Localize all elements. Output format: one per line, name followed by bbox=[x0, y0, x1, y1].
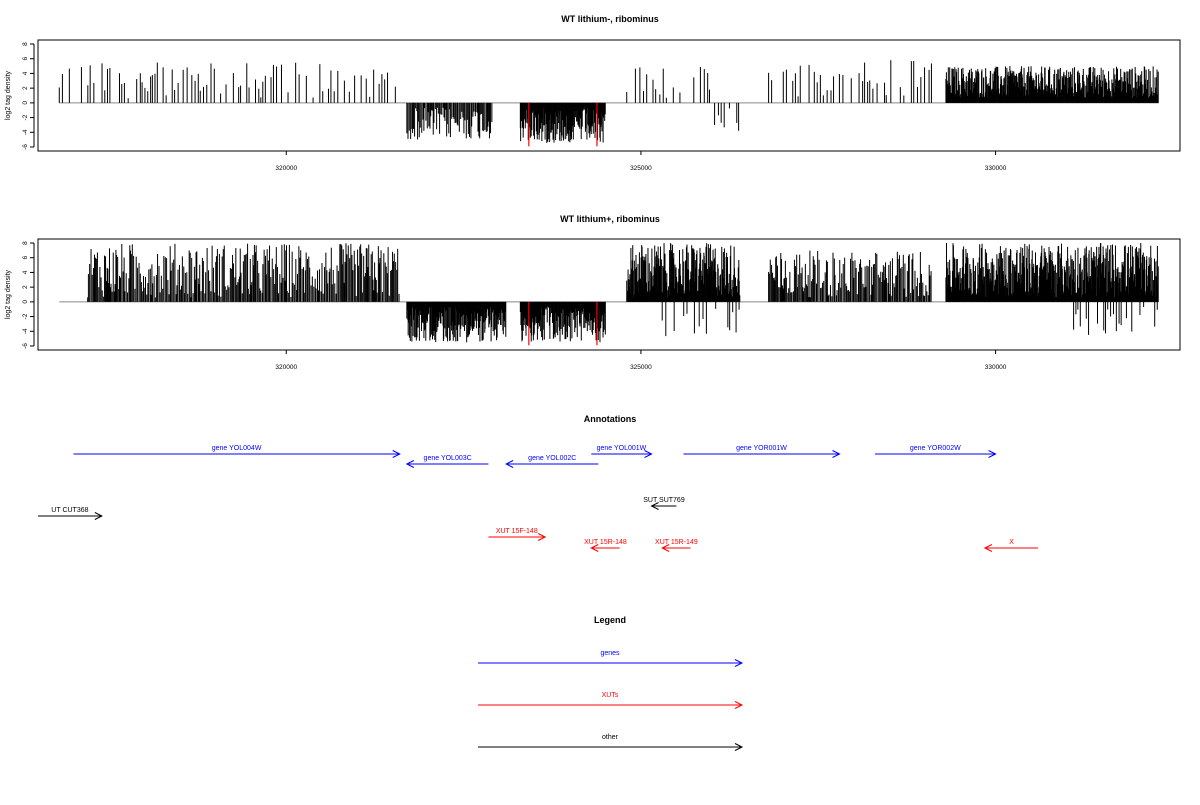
y-axis-label: log2 tag density bbox=[5, 269, 12, 319]
annotation-arrowhead bbox=[94, 512, 103, 520]
annotation-arrowhead bbox=[505, 460, 514, 468]
annotations-title: Annotations bbox=[584, 414, 637, 424]
y-tick-label: 4 bbox=[22, 270, 29, 274]
y-tick-label: 0 bbox=[22, 101, 29, 105]
annotation-arrowhead bbox=[983, 544, 993, 552]
x-tick-label: 320000 bbox=[275, 165, 297, 172]
y-tick-label: 2 bbox=[22, 86, 29, 90]
y-tick-label: 4 bbox=[22, 71, 29, 75]
annotation-label: XUT 15R-148 bbox=[584, 539, 627, 546]
y-tick-label: 6 bbox=[22, 57, 29, 61]
legend-swatch-arrowhead bbox=[734, 743, 744, 751]
x-tick-label: 325000 bbox=[630, 165, 652, 172]
annotation-arrowhead bbox=[650, 502, 659, 510]
legend-label: XUTs bbox=[602, 692, 619, 699]
x-tick-label: 320000 bbox=[275, 364, 297, 371]
annotation-arrowhead bbox=[832, 450, 841, 458]
annotation-arrowhead bbox=[988, 450, 997, 458]
plot-frame bbox=[37, 238, 1181, 351]
annotations-panel: Annotations gene YOL004W gene YOL003C gene … bbox=[38, 414, 1039, 552]
annotation-label: gene YOL001W bbox=[597, 445, 647, 452]
annotation-arrowhead bbox=[405, 460, 415, 468]
legend-title: Legend bbox=[594, 615, 626, 625]
y-tick-label: -2 bbox=[22, 313, 29, 319]
annotation-label: X bbox=[1009, 539, 1014, 546]
legend-swatch-arrowhead bbox=[734, 659, 744, 667]
y-tick-label: -4 bbox=[22, 129, 29, 135]
chart-title: WT lithium+, ribominus bbox=[560, 214, 660, 224]
annotation-arrowhead bbox=[644, 450, 653, 458]
legend-label: genes bbox=[600, 650, 620, 657]
y-tick-label: 6 bbox=[22, 256, 29, 260]
y-axis-label: log2 tag density bbox=[5, 70, 12, 120]
annotation-arrowhead bbox=[590, 544, 599, 552]
y-tick-label: 0 bbox=[22, 300, 29, 304]
y-tick-label: -4 bbox=[22, 328, 29, 334]
annotation-label: SUT SUT769 bbox=[643, 497, 685, 504]
y-tick-label: -6 bbox=[22, 343, 29, 349]
legend-swatch-arrowhead bbox=[734, 701, 744, 709]
x-tick-label: 325000 bbox=[630, 364, 652, 371]
annotation-arrowhead bbox=[537, 533, 547, 541]
track-panel-lithium-minus: WT lithium-, ribominus -6 -4 -2 0 2 4 6 8 log2 ta… bbox=[5, 14, 1181, 172]
y-tick-label: 8 bbox=[22, 42, 29, 46]
legend-panel: Legend genes XUTs other bbox=[478, 615, 744, 751]
y-tick-label: -2 bbox=[22, 114, 29, 120]
plot-frame bbox=[37, 39, 1181, 152]
y-tick-label: -6 bbox=[22, 144, 29, 150]
annotation-label: XUT 15R-149 bbox=[655, 539, 698, 546]
annotation-label: gene YOL004W bbox=[212, 445, 262, 452]
x-tick-label: 330000 bbox=[985, 364, 1007, 371]
annotation-label: XUT 15F-148 bbox=[496, 528, 538, 535]
annotation-label: gene YOR002W bbox=[910, 445, 961, 452]
chart-title: WT lithium-, ribominus bbox=[561, 14, 659, 24]
x-tick-label: 330000 bbox=[985, 165, 1007, 172]
annotation-label: gene YOL002C bbox=[528, 455, 576, 462]
annotation-label: UT CUT368 bbox=[51, 507, 88, 514]
annotation-label: gene YOL003C bbox=[424, 455, 472, 462]
y-tick-label: 2 bbox=[22, 285, 29, 289]
annotation-label: gene YOR001W bbox=[736, 445, 787, 452]
track-panel-lithium-plus: WT lithium+, ribominus -6 -4 -2 0 2 4 6 8 log2 ta… bbox=[5, 214, 1181, 371]
annotation-arrowhead bbox=[661, 544, 670, 552]
legend-label: other bbox=[602, 734, 619, 741]
annotation-arrowhead bbox=[392, 450, 401, 458]
y-tick-label: 8 bbox=[22, 241, 29, 245]
